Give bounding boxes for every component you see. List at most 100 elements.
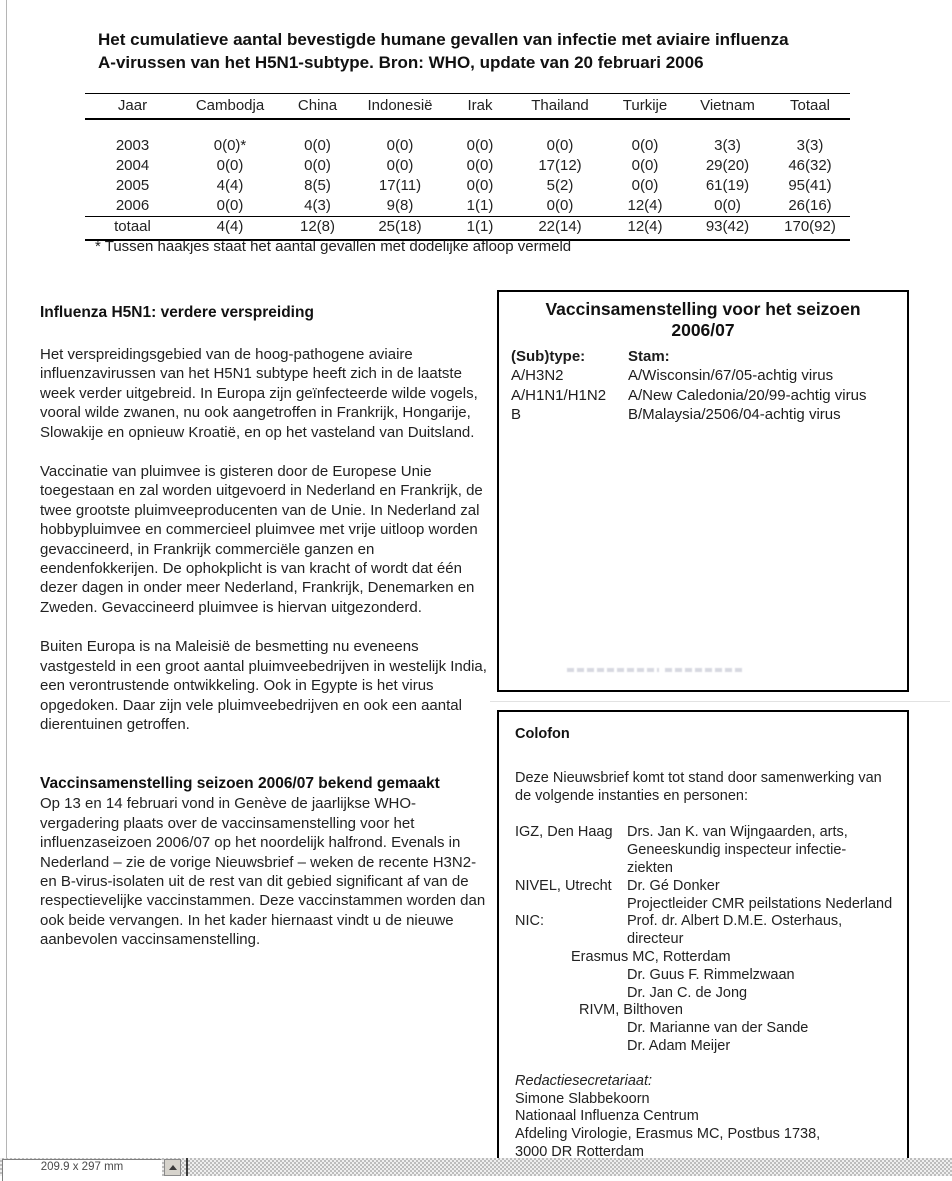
table-column-header: Vietnam [700,97,755,114]
table-cell: 0(0) [631,177,659,194]
table-column-header: China [297,97,338,114]
table-cell: 22(14) [538,218,582,235]
article-paragraph-1: Het verspreidingsgebied van de hoog-path… [40,346,478,441]
document-title: Het cumulatieve aantal bevestigde humane… [98,28,878,74]
table-cell: 4(3) [304,197,331,214]
table-cell: 4(4) [216,177,244,194]
page-size-field: 209.9 x 297 mm [2,1159,162,1181]
table-cell: 12(8) [299,218,336,235]
table-cell: 17(12) [538,157,582,174]
table-cell: 3(3) [796,137,824,154]
cases-table-body: 2003 0(0)* 0(0) 0(0) 0(0) 0(0) 0(0) 3(3) 3(3) 200… [85,136,850,241]
table-row: 2005 4(4) 8(5) 17(11) 0(0) 5(2) 0(0) 61(19) 95(4… [85,176,850,196]
article-column: Influenza H5N1: verdere verspreiding Het… [40,303,492,970]
table-cell: 0(0) [304,157,331,174]
table-cell: 17(11) [378,177,422,194]
table-cell: 170(92) [784,218,836,235]
table-column-header: Turkije [622,97,668,114]
colofon-suborg-rivm: RIVM, Bilthoven [579,1002,683,1019]
table-cell: totaal [114,218,151,235]
document-title-line2: A-virussen van het H5N1-subtype. Bron: W… [98,53,704,72]
table-column-header: Totaal [789,97,831,114]
colofon-intro: Deze Nieuwsbrief komt tot stand door sam… [515,769,882,804]
table-cell: 29(20) [705,157,750,174]
vaccine-box-title: Vaccinsamenstelling voor het seizoen 200… [545,299,861,340]
up-arrow-icon [169,1165,177,1170]
colofon-entry-igz: IGZ, Den Haag Drs. Jan K. van Wijngaarde… [515,824,848,876]
table-footnote: * Tussen haakjes staat het aantal gevall… [95,238,572,255]
table-cell: 5(2) [546,177,574,194]
scan-artifact-rule [490,701,950,702]
vaccine-composition-box: Vaccinsamenstelling voor het seizoen 200… [497,290,909,692]
table-cell: 8(5) [304,177,331,194]
table-cell: 25(18) [378,218,422,235]
table-cell: 4(4) [216,218,244,235]
table-cell: 0(0) [386,137,414,154]
table-cell: 0(0) [546,197,574,214]
table-cell: 1(1) [466,197,494,214]
article-paragraph-4: Op 13 en 14 februari vond in Genève de j… [40,795,486,949]
vaccine-row: A/H3N2 A/Wisconsin/67/05-achtig virus [511,367,834,385]
table-column-header: Indonesië [367,97,433,114]
table-cell: 0(0) [386,157,414,174]
table-cell: 61(19) [705,177,750,194]
table-cell: 0(0) [466,137,494,154]
viewer-status-strip: 209.9 x 297 mm [0,1158,952,1181]
table-cell: 12(4) [627,218,663,235]
article-heading-verspreiding: Influenza H5N1: verdere verspreiding [40,304,314,321]
table-row: 2006 0(0) 4(3) 9(8) 1(1) 0(0) 12(4) 0(0) 26(16) [85,196,850,216]
colofon-person: Dr. Marianne van der Sande [627,1020,809,1037]
table-row: totaal 4(4) 12(8) 25(18) 1(1) 22(14) 12(4) 93(4… [85,216,850,237]
table-cell: 0(0) [546,137,574,154]
subtype-header: (Sub)type: [511,348,586,365]
colofon-entry-nic: NIC: Prof. dr. Albert D.M.E. Osterhaus, … [515,913,843,948]
table-cell: 26(16) [788,197,832,214]
stam-header: Stam: [628,348,670,365]
colofon-person: Dr. Guus F. Rimmelzwaan [627,966,795,983]
vaccine-row: A/H1N1/H1N2 A/New Caledonia/20/99-achtig… [511,386,867,404]
cases-table: Jaar Cambodja China Indonesië Irak Thailand Tu… [85,93,850,241]
table-cell: 93(42) [705,218,750,235]
table-cell: 0(0) [466,157,494,174]
colofon-redactie: Redactiesecretariaat: Simone Slabbekoorn… [515,1073,893,1162]
table-cell: 3(3) [714,137,741,154]
table-column-header: Jaar [117,97,148,114]
table-cell: 1(1) [466,218,494,235]
table-cell: 95(41) [788,177,832,194]
table-cell: 0(0) [631,157,659,174]
table-cell: 2005 [115,177,150,194]
table-cell: 0(0) [216,197,244,214]
table-cell: 2003 [115,137,150,154]
table-cell: 46(32) [788,157,832,174]
colofon-person: Dr. Adam Meijer [627,1037,731,1054]
article-paragraph-2: Vaccinatie van pluimvee is gisteren door… [40,463,483,616]
colofon-box: Colofon Deze Nieuwsbrief komt tot stand … [497,710,909,1160]
table-cell: 2006 [115,197,150,214]
table-cell: 0(0) [631,137,659,154]
table-cell: 9(8) [386,197,414,214]
article-paragraph-3: Buiten Europa is na Maleisië de besmetti… [40,638,487,733]
table-row: 2003 0(0)* 0(0) 0(0) 0(0) 0(0) 0(0) 3(3) 3(3) [85,136,850,156]
vaccine-row: B B/Malaysia/2506/04-achtig virus [511,405,841,423]
colofon-suborg-erasmus: Erasmus MC, Rotterdam [571,948,731,965]
vaccine-table-header: (Sub)type: Stam: [511,347,907,366]
status-bar-button[interactable] [164,1159,181,1176]
page-left-edge [6,0,7,1158]
table-cell: 12(4) [627,197,663,214]
article-heading-vaccin: Vaccinsamenstelling seizoen 2006/07 beke… [40,775,440,793]
faded-ghost-text [665,668,743,672]
vaccine-table: (Sub)type: Stam: A/H3N2 A/Wisconsin/67/0… [511,347,907,424]
table-cell: 2004 [115,157,150,174]
table-cell: 0(0) [714,197,741,214]
colofon-entry-nivel: NIVEL, Utrecht Dr. Gé Donker Projectleid… [515,877,893,912]
table-cell: 0(0) [216,157,244,174]
table-column-header: Thailand [531,97,589,114]
table-row: 2004 0(0) 0(0) 0(0) 0(0) 17(12) 0(0) 29(20) 46(3… [85,156,850,176]
faded-ghost-text [567,668,659,672]
table-cell: 0(0)* [213,137,247,154]
status-divider [186,1158,188,1176]
cases-table-header: Jaar Cambodja China Indonesië Irak Thailand Tu… [85,93,850,120]
colofon-person: Dr. Jan C. de Jong [627,984,748,1001]
table-cell: 0(0) [466,177,494,194]
colofon-title: Colofon [515,726,570,742]
